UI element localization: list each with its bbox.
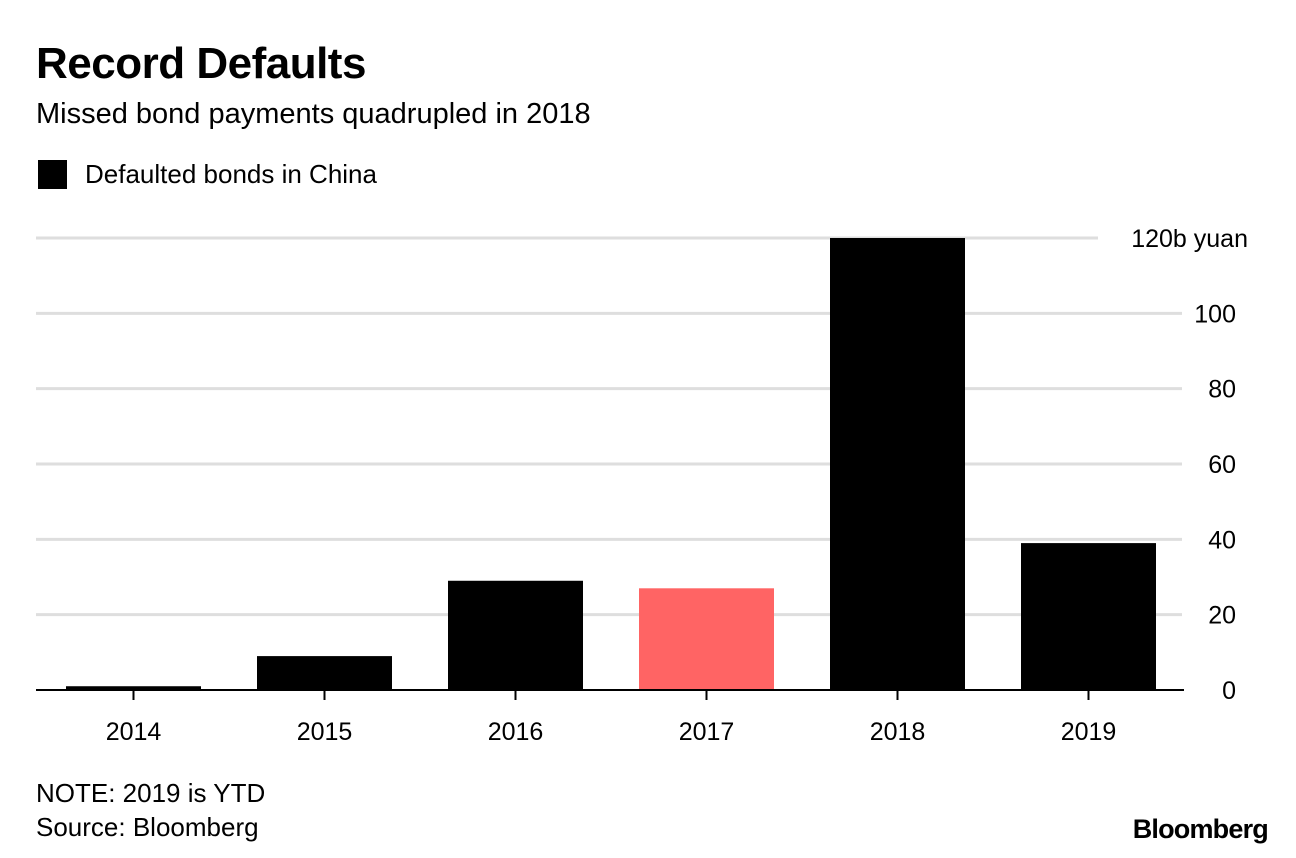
y-tick-label: 100 bbox=[1194, 300, 1236, 328]
x-tick-label: 2015 bbox=[297, 718, 353, 746]
y-tick-label: 40 bbox=[1208, 526, 1236, 554]
bar-2018 bbox=[830, 238, 965, 690]
y-tick-label: 20 bbox=[1208, 602, 1236, 630]
x-tick-label: 2018 bbox=[870, 718, 926, 746]
bar-2017 bbox=[639, 588, 774, 690]
x-tick-label: 2019 bbox=[1061, 718, 1117, 746]
source-note: Source: Bloomberg bbox=[36, 812, 259, 842]
x-axis-labels: 2014 2015 2016 2017 2018 2019 bbox=[106, 718, 1117, 746]
y-axis-labels: 0 20 40 60 80 100 120b yuan bbox=[1131, 225, 1248, 705]
bar-2015 bbox=[257, 656, 392, 690]
x-axis bbox=[36, 689, 1184, 700]
x-tick-label: 2017 bbox=[679, 718, 735, 746]
y-tick-label: 60 bbox=[1208, 451, 1236, 479]
x-tick-label: 2014 bbox=[106, 718, 162, 746]
bar-2019 bbox=[1021, 543, 1156, 690]
gridlines bbox=[36, 236, 1182, 617]
bloomberg-logo: Bloomberg bbox=[1132, 814, 1269, 844]
legend-swatch bbox=[38, 159, 67, 189]
x-tick-label: 2016 bbox=[488, 718, 544, 746]
legend-label: Defaulted bonds in China bbox=[85, 158, 377, 189]
y-tick-label: 0 bbox=[1222, 677, 1236, 705]
chart-subtitle: Missed bond payments quadrupled in 2018 bbox=[36, 98, 591, 130]
bar-2016 bbox=[448, 580, 583, 690]
y-tick-label: 80 bbox=[1208, 376, 1236, 404]
bars bbox=[66, 238, 1156, 690]
chart-title: Record Defaults bbox=[36, 39, 366, 88]
footnote: NOTE: 2019 is YTD bbox=[36, 778, 266, 808]
legend: Defaulted bonds in China bbox=[38, 158, 377, 190]
bar-2014 bbox=[66, 686, 201, 690]
y-tick-label: 120b yuan bbox=[1131, 225, 1248, 253]
